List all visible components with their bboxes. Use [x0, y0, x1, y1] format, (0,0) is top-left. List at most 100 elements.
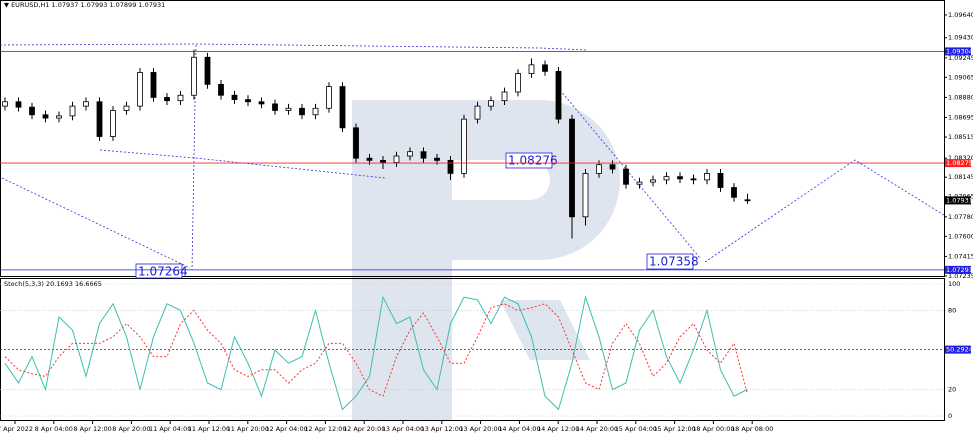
candle-body: [636, 181, 643, 185]
x-tick-label: 8 Apr 12:00: [73, 425, 111, 433]
x-tick-label: 14 Apr 04:00: [498, 425, 540, 433]
candle-body: [663, 176, 670, 181]
candle-body: [218, 83, 224, 96]
candle-body: [596, 164, 602, 174]
indicator-value: 20.1693: [46, 280, 73, 288]
candle-body: [515, 73, 521, 93]
candle-body: [677, 176, 683, 180]
x-tick-label: 15 Apr 04:00: [615, 425, 657, 433]
candle-body: [299, 107, 305, 116]
candle-body: [29, 106, 35, 116]
y-tick-label: 1.09640: [948, 11, 973, 19]
candle-body: [56, 115, 62, 119]
current-price-label: 1.07931: [946, 196, 973, 204]
candle-body: [569, 118, 575, 218]
candle-body: [326, 86, 332, 109]
stoch-line: [4, 295, 748, 411]
candle-body: [312, 107, 319, 116]
x-tick-label: 8 Apr 20:00: [112, 425, 150, 433]
candle-body: [690, 178, 697, 181]
x-tick-label: 11 Apr 04:00: [149, 425, 191, 433]
main-panel: [0, 0, 945, 277]
x-tick-label: 14 Apr 20:00: [576, 425, 618, 433]
y-tick-label: 80: [948, 306, 956, 314]
candle-body: [272, 103, 278, 111]
level-box: [945, 345, 971, 354]
x-tick-label: 11 Apr 12:00: [188, 425, 230, 433]
candle-body: [204, 56, 211, 85]
annotation: 1.08276: [508, 154, 558, 168]
level-label: 1.08275: [946, 159, 973, 167]
candle-body: [2, 101, 8, 107]
y-tick-label: 1.09065: [948, 73, 973, 81]
y-tick-label: 1.07780: [948, 213, 973, 221]
y-tick-label: 1.09245: [948, 54, 973, 62]
candle-body: [704, 172, 710, 181]
candle-body: [555, 70, 562, 120]
x-tick-label: 13 Apr 20:00: [459, 425, 501, 433]
x-tick-label: 8 Apr 04:00: [35, 425, 73, 433]
annotation-box: [135, 263, 183, 279]
y-tick-label: 1.07600: [948, 232, 973, 240]
x-tick-label: 18 Apr 00:00: [692, 425, 734, 433]
candle-body: [582, 172, 589, 218]
indicator-value: 16.6665: [75, 280, 102, 288]
annotation-box: [646, 253, 694, 270]
x-tick-label: 15 Apr 12:00: [653, 425, 695, 433]
candle-body: [420, 151, 427, 159]
candle-body: [285, 107, 292, 111]
candle-body: [96, 101, 103, 137]
level-label: 50.2924: [946, 346, 973, 354]
level-box: [945, 265, 971, 274]
y-tick-label: 1.08515: [948, 133, 973, 141]
candle-body: [731, 187, 737, 198]
candle-body: [380, 159, 386, 163]
candle-body: [177, 94, 184, 102]
candle-body: [717, 172, 724, 188]
y-tick-label: 1.08145: [948, 173, 973, 181]
level-label: 1.09304: [946, 47, 973, 55]
y-tick-label: 20: [948, 386, 956, 394]
candle-body: [42, 114, 49, 119]
candle-body: [488, 100, 494, 107]
x-tick-label: 18 Apr 08:00: [731, 425, 773, 433]
candle-body: [474, 105, 481, 120]
annotation-box: [505, 152, 553, 169]
candle-body: [447, 159, 454, 174]
y-tick-label: 1.09430: [948, 34, 973, 42]
watermark: [352, 100, 620, 420]
level-label: 1.07291: [946, 266, 973, 274]
candle-body: [164, 97, 170, 102]
symbol: EURUSD,H1: [11, 1, 49, 9]
candle-body: [650, 179, 656, 183]
y-tick-label: 1.08880: [948, 93, 973, 101]
y-tick-label: 1.08320: [948, 154, 973, 162]
candle-body: [542, 64, 548, 72]
x-tick-label: 12 Apr 04:00: [265, 425, 307, 433]
x-tick-label: 14 Apr 12:00: [537, 425, 579, 433]
candle-body: [191, 56, 197, 96]
y-tick-label: 100: [948, 280, 960, 288]
candle-body: [744, 199, 751, 202]
candle-body: [83, 101, 89, 107]
candle-body: [609, 164, 616, 170]
ohlc: 1.07899: [109, 1, 136, 9]
x-tick-label: 13 Apr 12:00: [421, 425, 463, 433]
ohlc: 1.07931: [138, 1, 165, 9]
ohlc: 1.07937: [52, 1, 79, 9]
y-tick-label: 1.08695: [948, 114, 973, 122]
candle-body: [15, 101, 22, 108]
x-tick-label: 12 Apr 20:00: [343, 425, 385, 433]
candle-body: [528, 64, 535, 74]
level-box: [945, 159, 971, 168]
x-tick-label: 11 Apr 20:00: [227, 425, 269, 433]
candle-body: [353, 127, 359, 159]
candle-body: [461, 118, 467, 174]
level-box: [945, 47, 971, 56]
y-tick-label: 1.07235: [948, 272, 973, 280]
candle-body: [245, 99, 251, 103]
y-tick-label: 1.07415: [948, 252, 973, 260]
candle-body: [137, 72, 143, 107]
indicator: Stoch(5,3,3): [4, 280, 44, 288]
